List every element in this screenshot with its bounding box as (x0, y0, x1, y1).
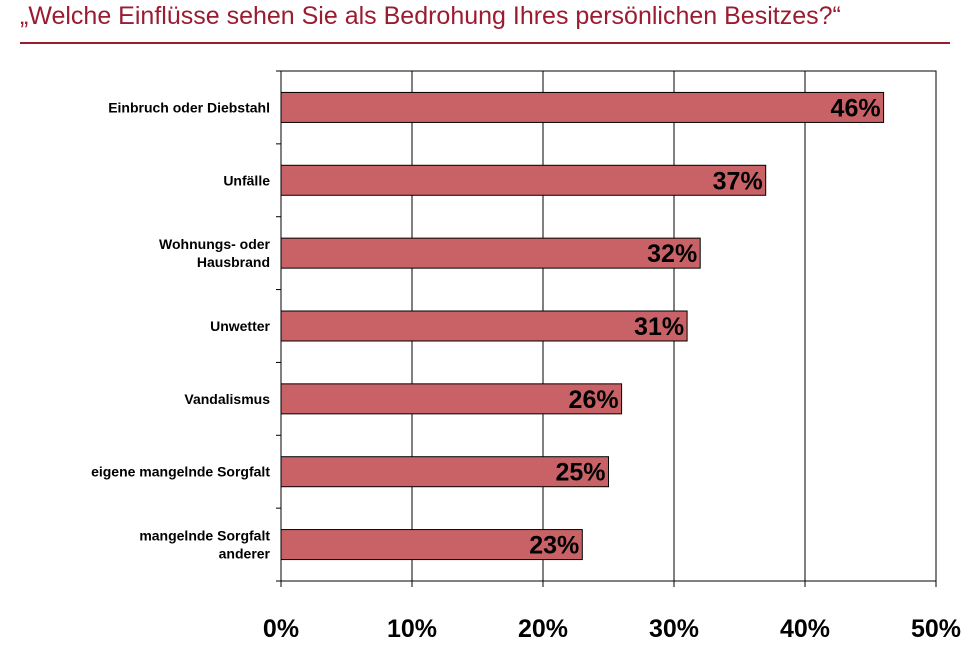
bar (280, 237, 701, 269)
bar-value-label: 46% (831, 94, 881, 122)
bar-value-label: 26% (569, 386, 619, 414)
category-label: Unfälle (223, 172, 270, 188)
category-label: mangelnde Sorgfalt anderer (139, 528, 270, 562)
bar (280, 383, 623, 415)
x-tick-label: 50% (911, 615, 961, 643)
plot-frame (280, 70, 937, 582)
bar (280, 310, 688, 342)
category-label: Einbruch oder Diebstahl (108, 99, 270, 115)
x-tick-label: 0% (263, 615, 299, 643)
x-tick-label: 10% (387, 615, 437, 643)
bar-value-label: 31% (634, 313, 684, 341)
bar-value-label: 37% (713, 167, 763, 195)
bar-value-label: 32% (647, 240, 697, 268)
x-tick-label: 40% (780, 615, 830, 643)
category-label: Vandalismus (184, 391, 270, 407)
category-label: Wohnungs- oder Hausbrand (159, 236, 270, 270)
category-label: eigene mangelnde Sorgfalt (91, 464, 270, 480)
x-tick-label: 20% (518, 615, 568, 643)
x-tick-label: 30% (649, 615, 699, 643)
title-divider (20, 42, 950, 44)
bar (280, 91, 885, 123)
category-label: Unwetter (210, 318, 270, 334)
page-title: „Welche Einflüsse sehen Sie als Bedrohun… (20, 2, 841, 30)
bar (280, 164, 767, 196)
bar (280, 529, 583, 561)
bar-value-label: 25% (555, 459, 605, 487)
bar (280, 456, 609, 488)
bar-value-label: 23% (529, 532, 579, 560)
